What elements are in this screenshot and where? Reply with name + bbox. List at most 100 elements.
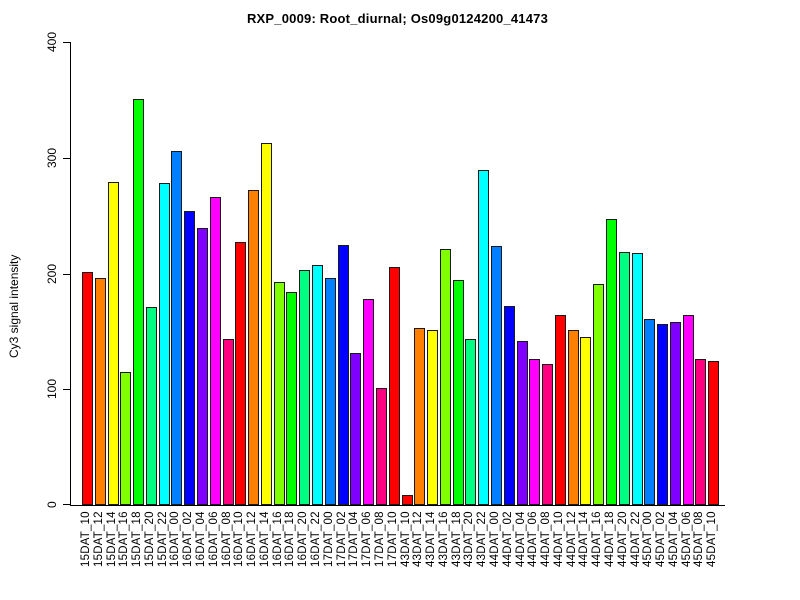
x-tick-label: 45DAT_08	[693, 511, 706, 567]
bar-43DAT_16	[439, 249, 451, 505]
y-tick-label: 100	[45, 379, 59, 400]
bar-16DAT_04	[197, 228, 209, 505]
y-tick-mark	[63, 157, 71, 159]
bar-15DAT_14	[107, 182, 119, 505]
y-axis-title: Cy3 signal intensity	[7, 254, 21, 358]
x-tick-label: 15DAT_20	[143, 511, 156, 567]
x-tick-label: 45DAT_02	[655, 511, 668, 567]
bar-15DAT_10	[82, 272, 93, 505]
x-tick-label: 44DAT_04	[514, 511, 527, 567]
x-tick-label: 16DAT_16	[271, 511, 284, 567]
y-tick-label: 200	[45, 263, 59, 284]
x-tick-label: 16DAT_04	[195, 511, 208, 567]
bar-15DAT_18	[133, 98, 145, 505]
bar-43DAT_22	[478, 170, 490, 505]
bar-44DAT_22	[631, 252, 643, 505]
bar-44DAT_18	[605, 219, 617, 505]
x-tick-label: 16DAT_18	[284, 511, 297, 567]
x-tick-label: 44DAT_00	[488, 511, 501, 567]
x-tick-label: 16DAT_12	[246, 511, 259, 567]
bar-45DAT_02	[657, 324, 669, 505]
bar-16DAT_00	[171, 150, 183, 505]
bar-17DAT_06	[363, 298, 375, 505]
x-tick-label: 15DAT_14	[105, 511, 118, 567]
x-tick-label: 45DAT_06	[680, 511, 693, 567]
bar-45DAT_08	[695, 359, 707, 505]
x-tick-label: 44DAT_22	[629, 511, 642, 567]
bar-44DAT_06	[529, 359, 541, 505]
bar-16DAT_18	[286, 292, 298, 505]
x-tick-label: 15DAT_10	[80, 511, 92, 567]
x-tick-label: 44DAT_14	[578, 511, 591, 567]
bar-45DAT_10	[708, 361, 720, 505]
bar-43DAT_14	[427, 330, 439, 505]
x-tick-label: 17DAT_04	[348, 511, 361, 567]
y-tick-label: 0	[45, 501, 59, 509]
bar-44DAT_10	[554, 315, 566, 505]
x-tick-label: 15DAT_12	[92, 511, 105, 567]
bar-45DAT_00	[644, 318, 656, 505]
x-tick-label: 44DAT_10	[552, 511, 565, 567]
x-tick-label: 44DAT_18	[603, 511, 616, 567]
y-tick-label: 300	[45, 147, 59, 168]
bar-16DAT_16	[273, 281, 285, 505]
x-tick-label: 16DAT_00	[169, 511, 182, 567]
x-tick-label: 44DAT_12	[565, 511, 578, 567]
bar-44DAT_08	[542, 363, 554, 505]
x-tick-label: 43DAT_16	[437, 511, 450, 567]
bar-44DAT_00	[490, 245, 502, 505]
x-tick-label: 16DAT_10	[233, 511, 246, 567]
x-tick-label: 16DAT_08	[220, 511, 233, 567]
x-tick-label: 44DAT_02	[501, 511, 514, 567]
bar-44DAT_04	[516, 340, 528, 505]
x-tick-label: 17DAT_02	[335, 511, 348, 567]
x-tick-label: 15DAT_16	[118, 511, 131, 567]
bar-44DAT_02	[503, 305, 515, 505]
bar-16DAT_12	[248, 190, 260, 505]
x-tick-label: 17DAT_10	[386, 511, 399, 567]
bar-15DAT_20	[145, 307, 157, 505]
plot-area	[63, 42, 725, 506]
x-tick-label: 43DAT_10	[399, 511, 412, 567]
x-tick-label: 45DAT_04	[667, 511, 680, 567]
y-tick-mark	[63, 504, 71, 505]
x-tick-label: 17DAT_06	[361, 511, 374, 567]
x-tick-label: 16DAT_22	[310, 511, 323, 567]
bar-16DAT_20	[299, 270, 311, 505]
bar-17DAT_02	[337, 244, 349, 505]
bar-17DAT_04	[350, 353, 362, 505]
x-tick-label: 43DAT_22	[476, 511, 489, 567]
bar-44DAT_16	[593, 283, 605, 505]
bar-15DAT_12	[94, 278, 106, 505]
y-tick-mark	[63, 273, 71, 275]
bar-17DAT_10	[388, 266, 400, 505]
bar-17DAT_00	[324, 278, 336, 505]
bar-17DAT_08	[375, 388, 387, 505]
bar-16DAT_22	[312, 265, 324, 505]
bar-44DAT_12	[567, 330, 579, 505]
bar-15DAT_16	[120, 371, 132, 505]
bar-43DAT_18	[452, 280, 464, 505]
x-tick-label: 44DAT_06	[527, 511, 540, 567]
bar-43DAT_12	[414, 327, 426, 505]
chart-title: RXP_0009: Root_diurnal; Os09g0124200_414…	[246, 11, 549, 26]
bar-43DAT_10	[401, 494, 413, 505]
bar-16DAT_14	[260, 142, 272, 505]
x-tick-label: 43DAT_18	[450, 511, 463, 567]
bar-44DAT_14	[580, 337, 592, 505]
x-tick-label: 43DAT_14	[425, 511, 438, 567]
x-tick-label: 17DAT_00	[322, 511, 335, 567]
x-tick-label: 44DAT_08	[540, 511, 553, 567]
x-tick-label: 45DAT_10	[706, 511, 719, 567]
bar-16DAT_10	[235, 242, 247, 505]
y-tick-mark	[63, 389, 71, 391]
bar-16DAT_06	[209, 197, 221, 505]
y-tick-label: 400	[45, 32, 59, 53]
x-tick-label: 43DAT_20	[463, 511, 476, 567]
x-tick-label: 17DAT_08	[373, 511, 386, 567]
x-tick-label: 44DAT_16	[591, 511, 604, 567]
bar-44DAT_20	[618, 251, 630, 505]
bar-15DAT_22	[158, 183, 170, 505]
x-tick-label: 15DAT_22	[156, 511, 169, 567]
